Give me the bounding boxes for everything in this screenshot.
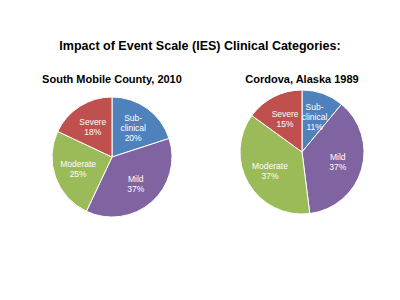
chart-title: Cordova, Alaska 1989 xyxy=(245,73,358,85)
value-label: 15% xyxy=(277,119,294,129)
category-label: Severe xyxy=(79,117,106,127)
category-label-line: clinical xyxy=(302,112,328,122)
category-label: Mild xyxy=(128,174,144,184)
chart-title: South Mobile County, 2010 xyxy=(42,73,182,85)
pie: Sub-clinical20% Mild37% Moderate25% Severe1… xyxy=(52,97,172,217)
pie-slice xyxy=(302,104,364,213)
category-label-line: Moderate xyxy=(252,161,288,171)
category-label: Severe xyxy=(272,109,299,119)
value-label: 37% xyxy=(127,184,144,194)
category-label-line: clinical xyxy=(120,123,146,133)
category-label-line: Mild xyxy=(128,174,144,184)
category-label-line: Sub- xyxy=(306,102,324,112)
main-title: Impact of Event Scale (IES) Clinical Cat… xyxy=(59,39,340,53)
category-label-line: Mild xyxy=(330,152,346,162)
category-label: Sub-clinical xyxy=(120,113,146,133)
category-label-line: Severe xyxy=(272,109,299,119)
pie: Sub-clinical11%Mild37%Moderate37%Severe1… xyxy=(240,90,364,214)
category-label: Mild xyxy=(330,152,346,162)
category-label-line: Moderate xyxy=(60,159,96,169)
value-label: 37% xyxy=(261,171,278,181)
pie-slice xyxy=(58,97,112,157)
value-label: 37% xyxy=(329,162,346,172)
chart-canvas: Impact of Event Scale (IES) Clinical Cat… xyxy=(0,0,400,300)
value-label: 11% xyxy=(306,122,323,132)
category-label: Sub-clinical xyxy=(302,102,328,122)
value-label: 25% xyxy=(70,169,87,179)
category-label-line: Severe xyxy=(79,117,106,127)
category-label-line: Sub- xyxy=(124,113,142,123)
category-label: Moderate xyxy=(60,159,96,169)
value-label: 20% xyxy=(125,133,142,143)
category-label: Moderate xyxy=(252,161,288,171)
value-label: 18% xyxy=(84,127,101,137)
pie-slice xyxy=(252,90,302,152)
